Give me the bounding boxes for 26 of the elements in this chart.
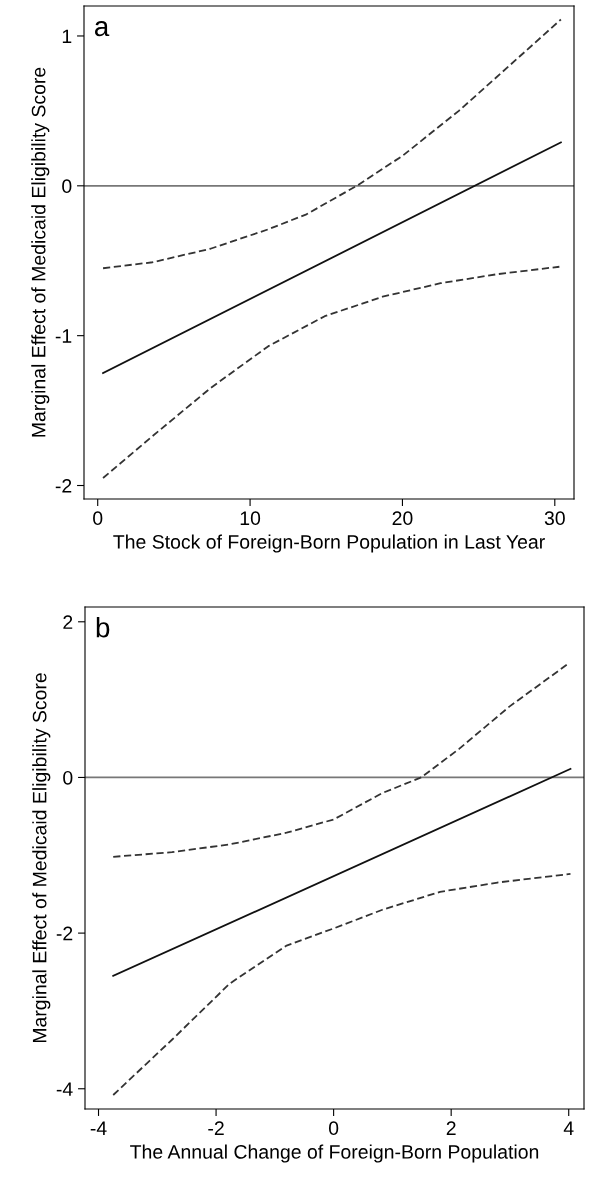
- y-tick-label: -1: [55, 329, 72, 343]
- x-tick-label: 4: [563, 1121, 574, 1135]
- y-tick-label: 0: [63, 770, 73, 785]
- y-axis-title: Marginal Effect of Medicaid Eligibility Score: [32, 673, 51, 1043]
- x-tick-label: 30: [544, 511, 565, 526]
- annotation: b: [96, 617, 110, 638]
- y-axis-title: Marginal Effect of Medicaid Eligibility Score: [31, 67, 50, 437]
- x-tick-label: 2: [446, 1121, 456, 1135]
- x-tick-label: 10: [240, 511, 261, 526]
- x-axis-title: The Stock of Foreign-Born Population in Last Year: [113, 534, 545, 553]
- y-tick-label: -2: [56, 926, 73, 941]
- x-tick-label: 0: [328, 1121, 339, 1136]
- y-tick-label: 2: [63, 615, 73, 629]
- y-tick-label: -4: [56, 1082, 73, 1096]
- x-tick-label: 0: [93, 511, 103, 526]
- y-tick-label: 0: [62, 179, 72, 194]
- y-tick-label: 1: [62, 29, 72, 44]
- x-tick-label: -2: [208, 1121, 224, 1135]
- line-series: [112, 663, 568, 858]
- x-tick-label: 20: [392, 511, 413, 526]
- annotation: a: [94, 21, 110, 37]
- line-series: [112, 873, 572, 1096]
- y-tick-label: -2: [55, 478, 72, 493]
- line-series: [102, 265, 561, 479]
- x-tick-label: -4: [90, 1121, 107, 1135]
- x-axis-title: The Annual Change of Foreign-Born Population: [130, 1144, 539, 1163]
